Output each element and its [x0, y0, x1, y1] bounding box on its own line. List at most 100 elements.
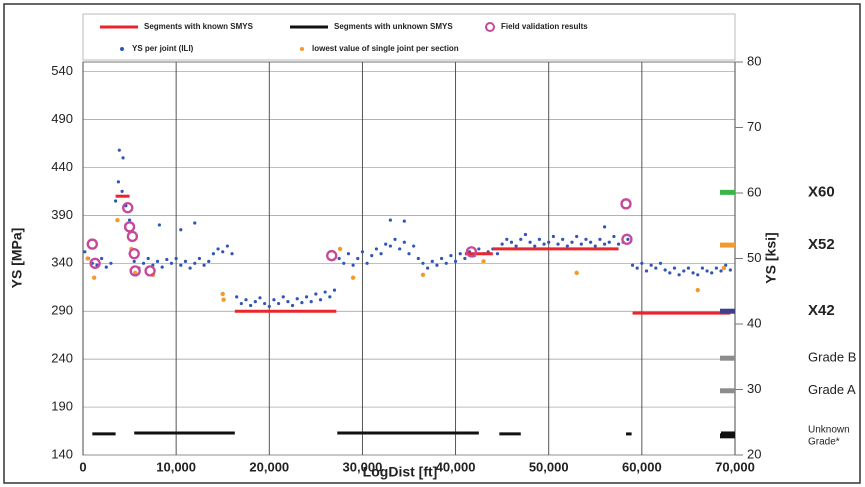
point	[537, 237, 542, 241]
point	[169, 261, 174, 265]
point	[235, 295, 239, 299]
point	[244, 298, 248, 302]
point	[453, 259, 458, 263]
plot-area	[82, 61, 736, 456]
y2-tick-label: 40	[747, 315, 761, 330]
point	[115, 217, 120, 223]
point	[444, 261, 448, 265]
point	[644, 269, 649, 273]
point	[117, 148, 121, 152]
point	[193, 261, 197, 265]
point	[695, 287, 700, 293]
point	[551, 234, 555, 239]
point	[626, 237, 630, 241]
point	[584, 237, 588, 241]
point	[635, 266, 639, 270]
point	[179, 263, 183, 267]
point	[714, 266, 718, 270]
point	[407, 252, 411, 256]
point	[421, 261, 425, 265]
point	[728, 268, 732, 272]
point	[114, 199, 118, 203]
point	[104, 265, 108, 269]
point	[350, 275, 356, 280]
point	[157, 223, 161, 227]
point	[514, 244, 518, 248]
x-tick-label: 70,000	[715, 459, 755, 474]
point	[519, 237, 523, 241]
point	[420, 272, 426, 277]
grade-label: X52	[808, 236, 835, 253]
point	[132, 259, 136, 263]
ring-point	[123, 221, 136, 233]
point	[121, 156, 125, 160]
y-tick-label: 140	[51, 446, 73, 461]
point	[295, 297, 299, 301]
point	[356, 256, 360, 261]
y2-tick-label: 30	[747, 381, 761, 396]
y-tick-label: 440	[51, 159, 73, 174]
point	[463, 256, 467, 261]
legend-box	[82, 13, 736, 61]
point	[239, 301, 243, 306]
point	[220, 291, 225, 297]
point	[449, 254, 453, 258]
point	[574, 270, 579, 276]
point	[216, 247, 220, 251]
point	[263, 301, 267, 306]
point	[314, 292, 318, 296]
ring-point	[126, 230, 138, 243]
x-tick-label: 20,000	[249, 459, 289, 474]
y-tick-label: 390	[51, 207, 73, 222]
point	[221, 297, 226, 302]
point	[630, 263, 635, 267]
y2-tick-label: 70	[747, 119, 761, 134]
point	[388, 218, 392, 222]
point	[188, 266, 192, 270]
ring-point	[129, 265, 141, 277]
ring-point	[86, 238, 98, 250]
point	[430, 259, 434, 263]
legend-swatch	[485, 22, 495, 32]
point	[384, 242, 388, 246]
point	[207, 259, 211, 263]
point	[682, 269, 686, 273]
point	[221, 250, 225, 254]
point	[100, 256, 104, 261]
point	[328, 295, 332, 299]
point	[575, 234, 579, 239]
point	[211, 252, 215, 256]
point	[654, 266, 658, 270]
point	[570, 240, 574, 244]
point	[365, 261, 369, 265]
point	[416, 256, 420, 261]
x-axis-title: LogDist [ft]	[363, 464, 438, 480]
point	[174, 256, 178, 261]
point	[561, 237, 565, 241]
point	[481, 259, 486, 264]
legend-swatch	[300, 47, 304, 51]
y-tick-label: 490	[51, 111, 73, 126]
point	[146, 256, 150, 261]
point	[337, 256, 341, 261]
point	[379, 252, 383, 256]
point	[700, 266, 705, 270]
point	[668, 271, 672, 275]
y2-tick-label: 20	[747, 446, 761, 461]
point	[691, 271, 695, 275]
x-tick-label: 10,000	[156, 459, 196, 474]
point	[500, 242, 504, 246]
point	[426, 266, 430, 270]
legend-item: Segments with unknown SMYS	[290, 22, 453, 31]
point	[598, 237, 602, 241]
legend-item: Segments with known SMYS	[100, 22, 254, 31]
point	[374, 247, 378, 251]
point	[672, 266, 677, 270]
point	[603, 242, 607, 246]
point	[477, 247, 481, 251]
grade-label: Grade*	[808, 436, 840, 447]
point	[281, 295, 285, 299]
point	[523, 232, 528, 237]
point	[412, 244, 416, 248]
